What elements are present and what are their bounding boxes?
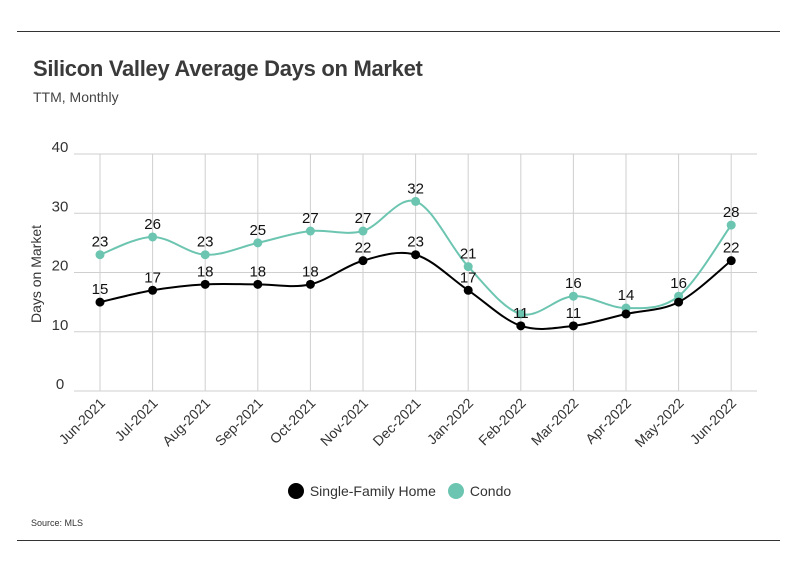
data-label-condo: 28 bbox=[723, 204, 740, 221]
data-label-condo: 26 bbox=[144, 216, 161, 233]
data-point-condo bbox=[305, 226, 315, 236]
x-tick-label: May-2022 bbox=[631, 395, 686, 450]
legend-label-single-family: Single-Family Home bbox=[309, 483, 436, 499]
data-point-single-family-home bbox=[305, 279, 315, 289]
data-label-single-family-home: 22 bbox=[355, 240, 372, 257]
legend: Single-Family Home Condo bbox=[0, 483, 799, 499]
data-point-condo bbox=[95, 250, 105, 260]
data-point-single-family-home bbox=[516, 321, 526, 331]
x-tick-label: Jun-2021 bbox=[56, 395, 109, 448]
data-point-single-family-home bbox=[568, 321, 578, 331]
x-tick-label: Mar-2022 bbox=[528, 395, 582, 449]
data-label-single-family-home: 17 bbox=[460, 269, 477, 286]
y-tick-label: 30 bbox=[52, 198, 69, 215]
data-point-condo bbox=[148, 232, 158, 242]
grid-lines bbox=[74, 153, 757, 392]
data-point-condo bbox=[463, 262, 473, 272]
y-tick-label: 0 bbox=[56, 376, 64, 393]
x-tick-label: Dec-2021 bbox=[369, 395, 423, 449]
series-group: 23 26 23 25 27 27 32 21 16 14 16 28 15 17 18 18 18 22 23 17… bbox=[92, 180, 740, 331]
data-label-condo: 27 bbox=[355, 210, 372, 227]
x-tick-label: Oct-2021 bbox=[266, 395, 318, 447]
data-label-single-family-home: 22 bbox=[723, 240, 740, 257]
data-label-condo: 23 bbox=[197, 234, 214, 251]
data-label-single-family-home: 18 bbox=[302, 263, 319, 280]
data-label-single-family-home: 18 bbox=[249, 263, 266, 280]
data-label-condo: 16 bbox=[670, 275, 687, 292]
data-point-condo bbox=[568, 291, 578, 301]
y-axis-label: Days on Market bbox=[28, 225, 44, 323]
source-note: Source: MLS bbox=[31, 518, 84, 528]
data-label-single-family-home: 11 bbox=[513, 305, 529, 322]
data-point-single-family-home bbox=[200, 279, 210, 289]
data-point-single-family-home bbox=[411, 250, 421, 260]
data-point-single-family-home bbox=[674, 297, 684, 307]
data-point-single-family-home bbox=[148, 285, 158, 295]
data-point-condo bbox=[358, 226, 368, 236]
x-tick-label: Feb-2022 bbox=[475, 395, 529, 449]
data-label-single-family-home: 23 bbox=[407, 234, 424, 251]
y-tick-labels: 0 10 20 30 40 bbox=[52, 139, 69, 393]
data-point-single-family-home bbox=[358, 256, 368, 266]
data-label-single-family-home: 15 bbox=[92, 281, 109, 298]
data-point-single-family-home bbox=[726, 256, 736, 266]
legend-item-condo: Condo bbox=[447, 483, 512, 499]
x-tick-label: Sep-2021 bbox=[212, 395, 266, 449]
data-point-condo bbox=[253, 238, 263, 248]
data-label-condo: 32 bbox=[407, 180, 424, 197]
data-label-single-family-home: 11 bbox=[566, 305, 582, 322]
y-tick-label: 10 bbox=[52, 317, 69, 334]
legend-swatch-condo bbox=[447, 483, 464, 499]
data-point-single-family-home bbox=[253, 279, 263, 289]
data-point-single-family-home bbox=[463, 285, 473, 295]
chart-title: Silicon Valley Average Days on Market bbox=[33, 56, 423, 81]
x-tick-label: Jan-2022 bbox=[424, 395, 477, 448]
data-label-condo: 27 bbox=[302, 210, 319, 227]
data-point-condo bbox=[516, 309, 526, 319]
data-point-condo bbox=[200, 250, 210, 260]
top-rule bbox=[17, 31, 780, 32]
x-tick-label: Nov-2021 bbox=[317, 395, 371, 449]
data-label-condo: 23 bbox=[92, 234, 109, 251]
data-label-condo: 16 bbox=[565, 275, 582, 292]
data-point-condo bbox=[726, 220, 736, 230]
data-label-single-family-home: 17 bbox=[144, 269, 161, 286]
data-point-condo bbox=[411, 196, 421, 206]
legend-swatch-single-family bbox=[287, 483, 304, 499]
data-point-single-family-home bbox=[95, 297, 105, 307]
x-tick-label: Apr-2022 bbox=[582, 395, 634, 447]
data-label-condo: 14 bbox=[618, 287, 635, 304]
data-label-condo: 21 bbox=[460, 246, 477, 263]
data-label-single-family-home: 18 bbox=[197, 263, 214, 280]
y-tick-label: 40 bbox=[52, 139, 69, 156]
chart-subtitle: TTM, Monthly bbox=[33, 89, 119, 105]
data-label-condo: 25 bbox=[249, 222, 266, 239]
x-tick-label: Jul-2021 bbox=[111, 395, 160, 444]
y-tick-label: 20 bbox=[52, 258, 69, 275]
legend-label-condo: Condo bbox=[469, 483, 512, 499]
data-point-single-family-home bbox=[621, 309, 631, 319]
legend-item-single-family: Single-Family Home bbox=[287, 483, 436, 499]
bottom-rule bbox=[17, 540, 780, 541]
x-tick-label: Jun-2022 bbox=[687, 395, 740, 448]
x-tick-label: Aug-2021 bbox=[159, 395, 213, 449]
